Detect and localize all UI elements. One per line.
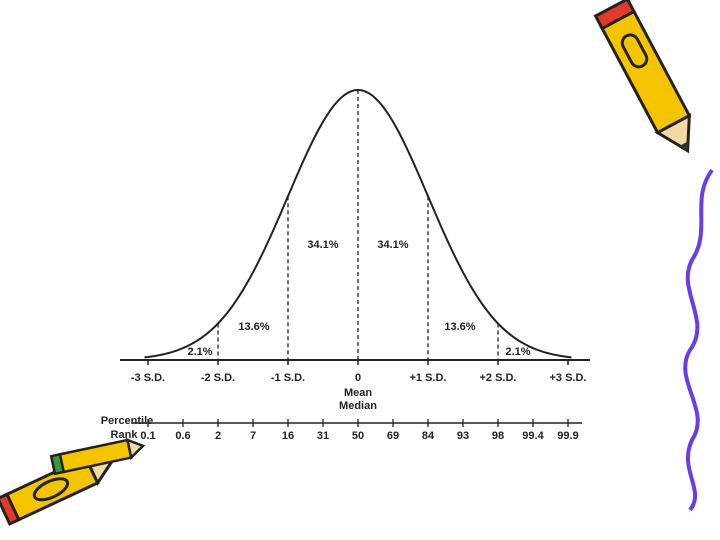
- sd-label: 0: [355, 372, 361, 384]
- percentile-rank: 98: [492, 430, 504, 442]
- area-label: 2.1%: [187, 346, 212, 358]
- percentile-title: Percentile: [101, 415, 154, 427]
- sd-label: -3 S.D.: [131, 372, 165, 384]
- sd-label: +1 S.D.: [410, 372, 447, 384]
- percentile-rank: 7: [250, 430, 256, 442]
- normal-curve-diagram: 2.1% 13.6% 34.1% 34.1% 13.6% 2.1% -3 S.D. -2 S.…: [101, 88, 590, 442]
- area-label: 2.1%: [505, 346, 530, 358]
- percentile-rank: 0.6: [175, 430, 190, 442]
- area-label: 34.1%: [307, 239, 338, 251]
- center-label: Mean: [344, 387, 372, 399]
- percentile-rank: 93: [457, 430, 469, 442]
- pencil-clipart: [593, 0, 692, 154]
- percentile-rank: 69: [387, 430, 399, 442]
- center-label: Median: [339, 400, 377, 412]
- percentile-rank: 99.9: [557, 430, 578, 442]
- percentile-rank: 50: [352, 430, 364, 442]
- crayon-clipart: [49, 437, 146, 476]
- area-label: 34.1%: [377, 239, 408, 251]
- sd-label: +2 S.D.: [480, 372, 517, 384]
- area-label: 13.6%: [238, 321, 269, 333]
- percentile-rank: 2: [215, 430, 221, 442]
- percentile-rank: 0.1: [140, 430, 155, 442]
- percentile-rank: 99.4: [522, 430, 544, 442]
- percentile-rank: 16: [282, 430, 294, 442]
- area-label: 13.6%: [444, 321, 475, 333]
- wavy-line: [683, 168, 714, 512]
- sd-label: -2 S.D.: [201, 372, 235, 384]
- sd-label: -1 S.D.: [271, 372, 305, 384]
- percentile-title: Rank: [111, 429, 139, 441]
- percentile-rank: 31: [317, 430, 329, 442]
- sd-label: +3 S.D.: [550, 372, 587, 384]
- percentile-rank: 84: [422, 430, 435, 442]
